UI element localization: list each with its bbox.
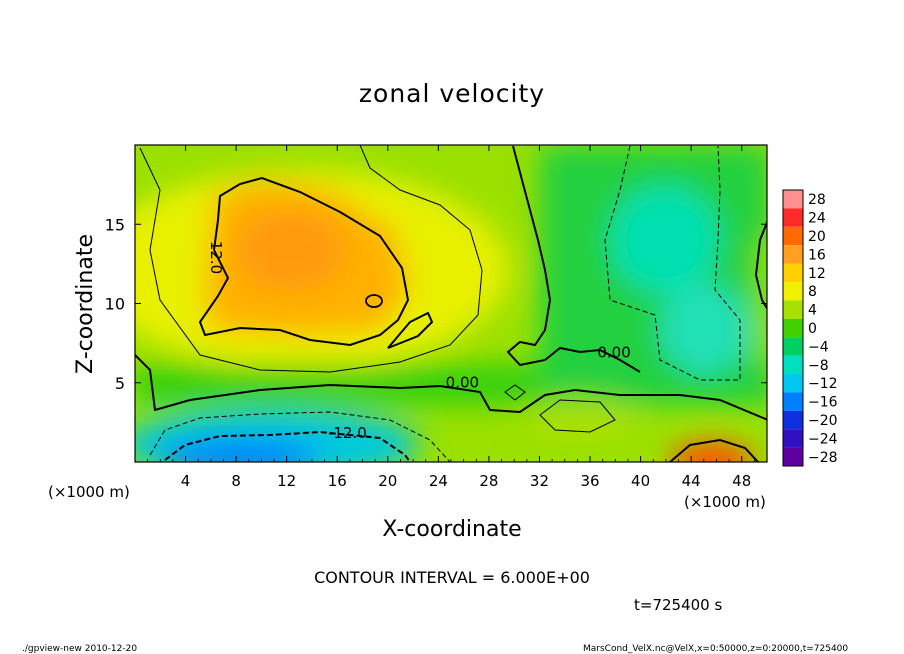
colorbar-label: −12 bbox=[808, 376, 838, 392]
colorbar-label: 16 bbox=[808, 247, 826, 263]
contour-positive-6 bbox=[139, 145, 483, 373]
colorbar: 28 24 20 16 12 8 4 0 −4 −8 −12 −16 −20 −24 −28 bbox=[782, 189, 838, 467]
footer-right: MarsCond_VelX.nc@VelX,x=0:50000,z=0:2000… bbox=[583, 644, 848, 654]
colorbar-swatch bbox=[783, 355, 803, 374]
x-tick-label: 44 bbox=[682, 472, 701, 490]
x-tick-label: 8 bbox=[231, 472, 241, 490]
colorbar-swatch bbox=[783, 245, 803, 264]
time-text: t=725400 s bbox=[634, 596, 722, 614]
colorbar-label: −16 bbox=[808, 395, 838, 411]
colorbar-swatch bbox=[783, 263, 803, 282]
x-tick-label: 40 bbox=[631, 472, 650, 490]
x-tick-label: 28 bbox=[479, 472, 498, 490]
contour-positive-12-islet bbox=[365, 294, 383, 308]
x-tick-label: 24 bbox=[429, 472, 448, 490]
contour-lines bbox=[135, 145, 767, 462]
x-tick-label: 20 bbox=[378, 472, 397, 490]
contour-label: 12.0 bbox=[207, 241, 225, 274]
contour-interval-text: CONTOUR INTERVAL = 6.000E+00 bbox=[314, 568, 590, 587]
contour-zero bbox=[135, 354, 767, 421]
y-axis: 5 10 15 bbox=[105, 215, 767, 393]
colorbar-frame bbox=[782, 189, 804, 467]
field-region-core-center bbox=[235, 210, 345, 290]
contour-label: 0.00 bbox=[446, 374, 479, 392]
contour-label: 0.00 bbox=[597, 343, 630, 361]
field-region-lower-negative-core bbox=[160, 440, 320, 462]
colorbar-swatch bbox=[783, 392, 803, 411]
contour-positive-12-bottom-right bbox=[669, 438, 759, 462]
x-axis: 4 8 12 16 20 24 28 32 36 40 44 48 bbox=[147, 145, 755, 490]
colorbar-label: 8 bbox=[808, 284, 817, 300]
colorbar-swatch bbox=[783, 208, 803, 227]
contour-label: -12.0 bbox=[328, 424, 367, 442]
colorbar-swatch bbox=[783, 318, 803, 338]
x-axis-label: X-coordinate bbox=[382, 517, 521, 542]
colorbar-swatch bbox=[783, 337, 803, 356]
colorbar-swatch bbox=[783, 429, 803, 448]
colorbar-label: −4 bbox=[808, 339, 829, 355]
colorbar-label: 0 bbox=[808, 321, 817, 337]
y-tick-label: 10 bbox=[105, 295, 125, 314]
colorbar-label: 12 bbox=[808, 266, 826, 282]
colorbar-label: 28 bbox=[808, 192, 826, 208]
contour-negative-12 bbox=[164, 430, 411, 462]
colorbar-label: 20 bbox=[808, 229, 826, 245]
x-tick-label: 48 bbox=[732, 472, 751, 490]
colorbar-swatch bbox=[783, 447, 803, 466]
contour-positive-12-lobe bbox=[387, 311, 434, 349]
x-unit-right: (×1000 m) bbox=[684, 493, 766, 511]
colorbar-label: −8 bbox=[808, 358, 829, 374]
field-region-center-low bbox=[520, 398, 640, 442]
x-tick-label: 36 bbox=[580, 472, 599, 490]
y-tick-label: 15 bbox=[105, 215, 125, 234]
colorbar-label: −20 bbox=[808, 413, 838, 429]
colorbar-swatch bbox=[783, 226, 803, 246]
colorbar-label: 24 bbox=[808, 211, 826, 227]
colorbar-swatch bbox=[783, 282, 803, 301]
footer-left: ./gpview-new 2010-12-20 bbox=[22, 644, 137, 654]
x-unit-left: (×1000 m) bbox=[48, 483, 130, 501]
colorbar-swatch bbox=[783, 300, 803, 319]
colorbar-swatch bbox=[783, 410, 803, 430]
contour-small-1 bbox=[539, 399, 616, 433]
contour-positive-12 bbox=[198, 176, 410, 347]
contour-labels: 12.0 0.00 0.00 -12.0 bbox=[207, 241, 631, 442]
x-tick-label: 16 bbox=[328, 472, 347, 490]
y-tick-label: 5 bbox=[115, 374, 125, 393]
chart-title: zonal velocity bbox=[359, 79, 545, 108]
y-axis-label: Z-coordinate bbox=[73, 234, 98, 374]
field-region-right-negative-1 bbox=[610, 185, 720, 295]
colorbar-label: −28 bbox=[808, 450, 838, 466]
x-tick-label: 4 bbox=[181, 472, 191, 490]
x-tick-label: 12 bbox=[277, 472, 296, 490]
contour-negative-6-right bbox=[604, 145, 741, 381]
contour-negative-6-lower bbox=[149, 411, 451, 462]
plot-area bbox=[135, 145, 767, 462]
colorbar-label: 4 bbox=[808, 303, 817, 319]
contour-zero-vertical bbox=[506, 145, 641, 373]
colorbar-swatch bbox=[783, 374, 803, 393]
field-region-right-negative-2 bbox=[660, 285, 750, 375]
colorbar-label: −24 bbox=[808, 431, 838, 447]
colorbar-swatch bbox=[783, 190, 803, 209]
contour-small-2 bbox=[504, 384, 526, 401]
x-tick-label: 32 bbox=[530, 472, 549, 490]
